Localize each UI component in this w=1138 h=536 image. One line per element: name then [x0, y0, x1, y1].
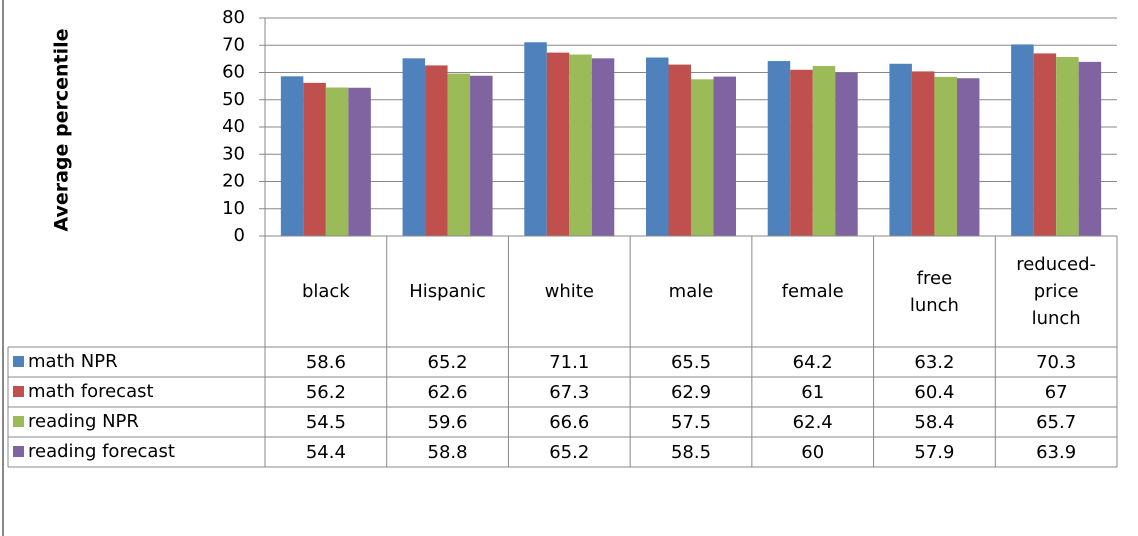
x-tick-label: white: [544, 281, 594, 302]
table-value: 70.3: [1036, 352, 1076, 373]
table-value: 65.2: [428, 352, 468, 373]
legend-label: reading NPR: [28, 411, 139, 432]
bar: [447, 73, 471, 236]
legend-swatch: [13, 356, 24, 367]
table-value: 62.4: [793, 412, 833, 433]
legend-swatch: [13, 446, 24, 457]
y-tick-label: 0: [234, 225, 245, 246]
bar: [325, 87, 349, 236]
x-tick-label: female: [781, 281, 844, 302]
legend-swatch: [13, 416, 24, 427]
y-tick-label: 30: [222, 143, 245, 164]
y-tick-label: 60: [222, 62, 245, 83]
bar: [646, 57, 669, 237]
table-value: 57.5: [671, 412, 711, 433]
table-value: 71.1: [549, 352, 589, 373]
table-value: 66.6: [549, 412, 589, 433]
bar: [889, 63, 912, 236]
bar: [911, 71, 935, 236]
x-tick-label: reduced-price lunch: [1016, 254, 1097, 329]
bar: [812, 65, 836, 237]
table-value: 58.6: [306, 352, 346, 373]
table-value: 56.2: [306, 382, 346, 403]
category-cell: white: [544, 281, 594, 302]
table-value: 62.9: [671, 382, 711, 403]
x-tick-label: free lunch: [909, 267, 959, 316]
table-value: 63.2: [914, 352, 954, 373]
bar: [1056, 56, 1079, 236]
bar: [934, 76, 957, 236]
bar: [546, 52, 570, 236]
bar: [348, 87, 371, 236]
table-value: 65.2: [549, 442, 589, 463]
x-tick-label: male: [668, 281, 714, 302]
bar: [668, 64, 691, 236]
table-value: 58.8: [428, 442, 468, 463]
bar: [524, 42, 547, 236]
category-cell: black: [301, 281, 350, 302]
legend-label: math forecast: [28, 381, 154, 402]
bar: [956, 78, 980, 236]
bar: [280, 76, 304, 236]
bar: [1033, 53, 1057, 236]
table-value: 64.2: [793, 352, 833, 373]
category-cell: female: [781, 281, 844, 302]
table-value: 54.4: [306, 442, 346, 463]
legend-swatch: [13, 386, 24, 397]
bar: [303, 82, 326, 236]
bar: [691, 79, 714, 236]
y-tick-label: 80: [222, 7, 245, 28]
y-tick-label: 50: [222, 89, 245, 110]
category-cell: free lunch: [909, 267, 959, 316]
table-value: 57.9: [914, 442, 954, 463]
table-value: 60.4: [914, 382, 954, 403]
table-value: 63.9: [1036, 442, 1076, 463]
category-cell: reduced-price lunch: [1016, 254, 1097, 329]
table-value: 67: [1045, 382, 1068, 403]
y-tick-label: 10: [222, 198, 245, 219]
y-tick-label: 20: [222, 171, 245, 192]
bar: [402, 58, 426, 236]
bar: [790, 69, 813, 237]
bar: [713, 76, 736, 237]
bar: [767, 61, 791, 237]
category-cell: Hispanic: [409, 281, 486, 302]
bar: [425, 65, 448, 236]
category-cell: male: [668, 281, 714, 302]
table-value: 58.5: [671, 442, 711, 463]
y-tick-label: 70: [222, 34, 245, 55]
bar: [591, 58, 615, 236]
x-tick-label: Hispanic: [409, 281, 486, 302]
y-axis-title: Average percentile: [51, 28, 73, 231]
table-value: 67.3: [549, 382, 589, 403]
table-value: 59.6: [428, 412, 468, 433]
bar: [835, 72, 858, 236]
table-value: 61: [801, 382, 824, 403]
bar: [1011, 44, 1034, 237]
legend-label: math NPR: [28, 351, 118, 372]
bar: [470, 75, 493, 237]
table-value: 54.5: [306, 412, 346, 433]
legend-label: reading forecast: [28, 441, 175, 462]
y-tick-label: 40: [222, 116, 245, 137]
table-value: 65.5: [671, 352, 711, 373]
bar: [1078, 61, 1102, 237]
table-value: 62.6: [428, 382, 468, 403]
bar: [569, 54, 592, 236]
table-value: 58.4: [914, 412, 954, 433]
table-value: 60: [801, 442, 824, 463]
table-value: 65.7: [1036, 412, 1076, 433]
x-tick-label: black: [301, 281, 350, 302]
